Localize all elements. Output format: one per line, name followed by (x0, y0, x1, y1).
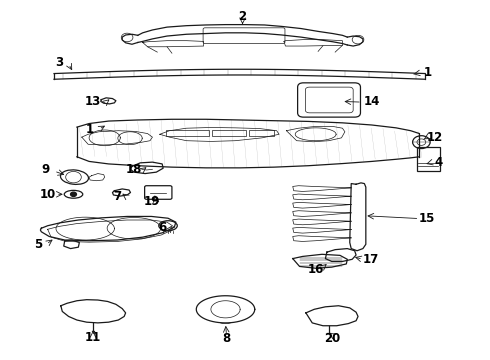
Text: 1: 1 (424, 66, 432, 79)
Text: 12: 12 (427, 131, 443, 144)
Text: 5: 5 (34, 238, 42, 251)
Text: 3: 3 (55, 55, 63, 69)
Text: 6: 6 (158, 221, 166, 234)
Text: 8: 8 (222, 333, 231, 346)
Text: 11: 11 (85, 332, 101, 345)
Text: 4: 4 (435, 156, 443, 169)
Text: 16: 16 (307, 263, 324, 276)
Circle shape (71, 192, 76, 197)
Bar (166, 130, 209, 136)
Text: 1: 1 (86, 123, 94, 136)
Text: 7: 7 (113, 190, 122, 203)
Bar (416, 147, 440, 171)
Text: 13: 13 (85, 95, 101, 108)
Bar (249, 130, 274, 136)
Text: 20: 20 (324, 333, 341, 346)
Text: 14: 14 (364, 95, 380, 108)
Text: 18: 18 (126, 163, 142, 176)
Text: 19: 19 (143, 195, 160, 208)
Text: 15: 15 (419, 212, 436, 225)
Bar (212, 130, 246, 136)
Text: 2: 2 (239, 10, 246, 23)
Text: 9: 9 (41, 163, 49, 176)
Text: 10: 10 (40, 188, 56, 201)
Text: 17: 17 (363, 253, 379, 266)
